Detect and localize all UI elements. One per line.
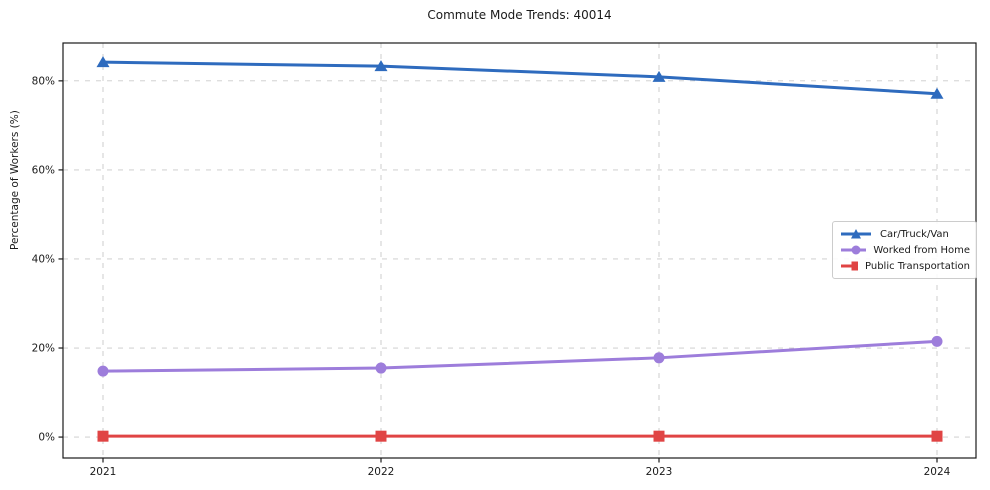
- x-tick-label: 2024: [924, 466, 951, 478]
- chart-title: Commute Mode Trends: 40014: [427, 8, 612, 22]
- legend-label: Worked from Home: [873, 244, 970, 256]
- y-tick-label: 0%: [38, 432, 55, 444]
- y-tick-label: 60%: [32, 164, 55, 176]
- series-line: [101, 60, 939, 96]
- data-point-marker: [375, 430, 387, 442]
- data-point-marker: [653, 352, 665, 364]
- data-point-marker: [931, 430, 943, 442]
- y-tick-label: 20%: [32, 343, 55, 355]
- x-tick-label: 2023: [646, 466, 673, 478]
- data-point-marker: [96, 56, 110, 68]
- data-point-marker: [653, 430, 665, 442]
- legend-swatch-square-icon: [841, 261, 859, 271]
- data-point-marker: [374, 60, 388, 72]
- legend-label: Public Transportation: [865, 260, 970, 272]
- data-point-marker: [930, 87, 944, 99]
- series-line: [101, 339, 939, 373]
- legend: Car/Truck/Van Worked from Home Public Tran…: [832, 221, 977, 279]
- data-point-marker: [97, 430, 109, 442]
- legend-swatch-triangle-icon: [841, 229, 871, 239]
- x-tick-label: 2022: [368, 466, 395, 478]
- y-tick-label: 40%: [32, 253, 55, 265]
- data-point-marker: [652, 70, 666, 82]
- legend-label: Car/Truck/Van: [880, 228, 949, 240]
- data-point-marker: [375, 362, 387, 374]
- data-point-marker: [931, 335, 943, 347]
- legend-swatch-circle-icon: [841, 245, 867, 255]
- data-point-marker: [97, 365, 109, 377]
- legend-item: Worked from Home: [839, 242, 970, 258]
- legend-item: Public Transportation: [839, 258, 970, 274]
- y-tick-label: 80%: [32, 75, 55, 87]
- x-tick-label: 2021: [90, 466, 117, 478]
- legend-item: Car/Truck/Van: [839, 226, 970, 242]
